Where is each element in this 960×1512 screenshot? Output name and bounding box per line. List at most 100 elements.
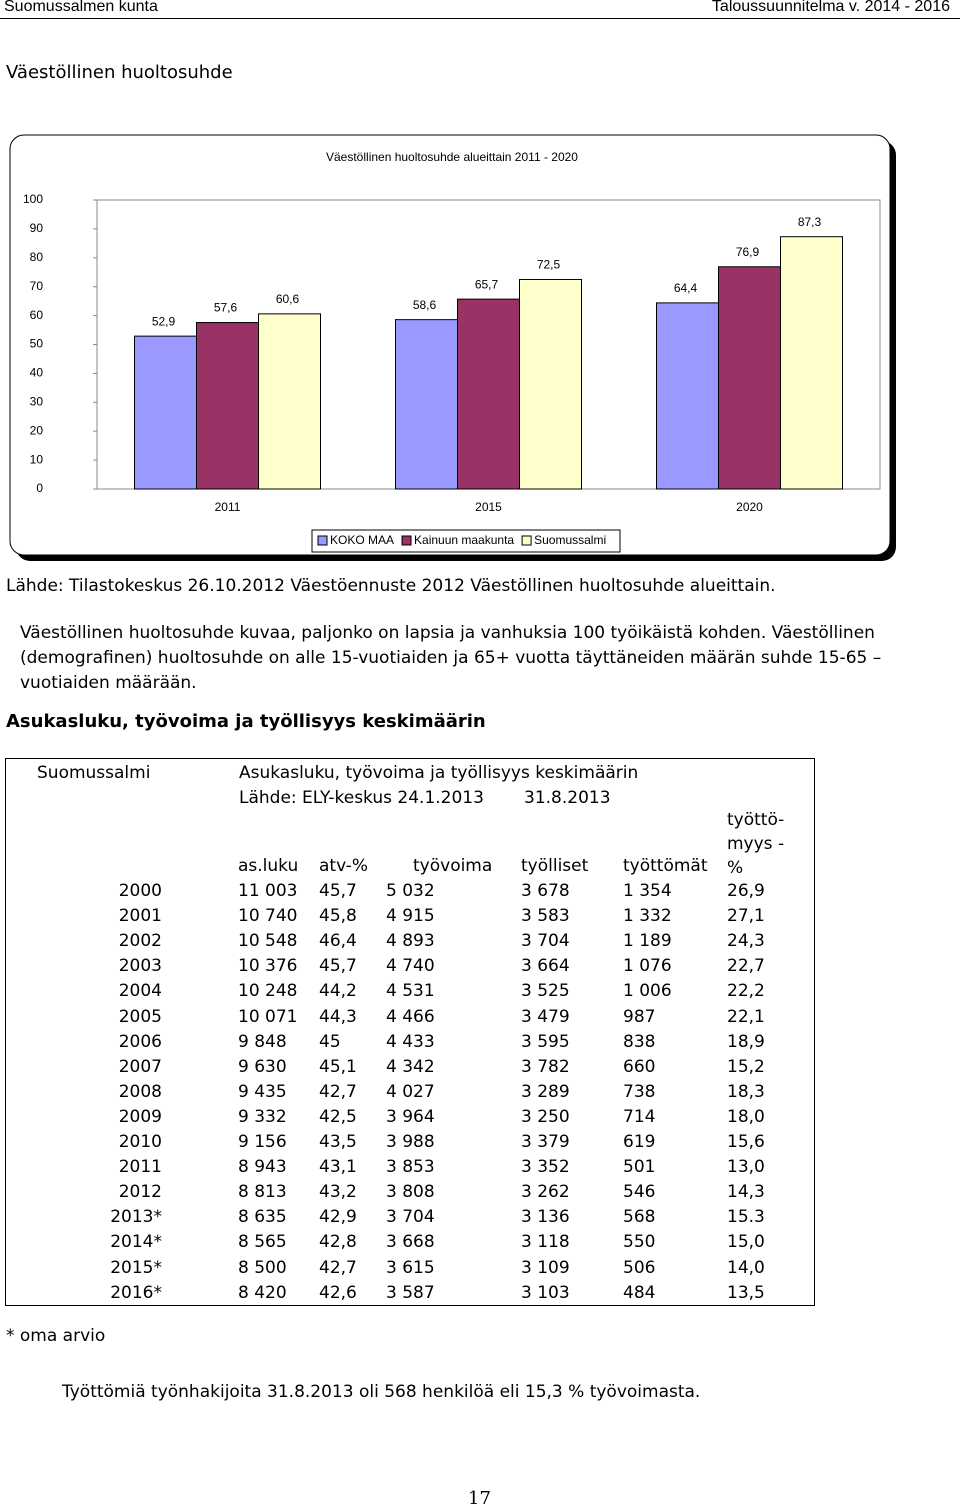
legend-box — [311, 529, 621, 553]
table-cell: 10 740 — [238, 906, 298, 927]
y-tick-label: 100 — [23, 192, 43, 206]
table-cell: 3 479 — [521, 1006, 570, 1027]
table-cell: 42,5 — [319, 1106, 357, 1127]
table-cell: 3 595 — [521, 1031, 570, 1052]
table-cell: 4 531 — [386, 981, 435, 1002]
table-cell: 8 500 — [238, 1257, 287, 1278]
table-cell: 3 587 — [386, 1282, 435, 1303]
column-header: työvoima — [413, 856, 493, 876]
table-cell: 3 615 — [386, 1257, 435, 1278]
table-cell: 15,2 — [727, 1056, 765, 1077]
table-cell: 9 332 — [238, 1106, 287, 1127]
column-header: atv-% — [319, 856, 368, 876]
table-cell: 4 433 — [386, 1031, 435, 1052]
row-year: 2012 — [118, 1182, 162, 1203]
table-cell: 18,9 — [727, 1031, 765, 1052]
source: Lähde: Tilastokeskus 26.10.2012 Väestöen… — [6, 576, 776, 596]
table-cell: 1 076 — [623, 956, 672, 977]
value-label: 72,5 — [537, 258, 561, 272]
table-cell: 3 352 — [521, 1157, 570, 1178]
row-year: 2008 — [118, 1081, 162, 1102]
note: Työttömiä työnhakijoita 31.8.2013 oli 56… — [62, 1382, 701, 1402]
table-cell: 501 — [623, 1157, 656, 1178]
table-cell: 3 782 — [521, 1056, 570, 1077]
value-label: 60,6 — [276, 292, 300, 306]
table-cell: 4 466 — [386, 1006, 435, 1027]
table-cell: 3 988 — [386, 1132, 435, 1152]
table-cell: 18,3 — [727, 1081, 765, 1102]
table-date: 31.8.2013 — [524, 788, 611, 808]
column-header: työttö-myys - % — [727, 810, 785, 878]
table-cell: 46,4 — [319, 931, 357, 952]
row-year: 2007 — [118, 1056, 162, 1077]
table: Suomussalmi Asukasluku, työvoima ja työll… — [5, 758, 815, 1306]
table-cell: 3 664 — [521, 956, 570, 977]
table-cell: 22,1 — [727, 1006, 765, 1027]
bar — [457, 298, 520, 490]
table-cell: 3 379 — [521, 1132, 570, 1152]
y-tick-label: 70 — [30, 279, 44, 293]
table-cell: 42,7 — [319, 1081, 357, 1102]
table-cell: 42,9 — [319, 1207, 357, 1228]
row-year: 2011 — [118, 1157, 162, 1178]
table-cell: 9 156 — [238, 1132, 287, 1152]
heading2: Asukasluku, työvoima ja työllisyys keski… — [6, 711, 486, 732]
table-cell: 15.3 — [727, 1207, 765, 1228]
table-cell: 42,8 — [319, 1232, 357, 1253]
column-header: työttömät — [623, 856, 708, 876]
table-cell: 45,7 — [319, 881, 357, 901]
table-cell: 3 704 — [521, 931, 570, 952]
table-cell: 8 420 — [238, 1282, 287, 1303]
bar — [258, 313, 321, 490]
value-label: 76,9 — [736, 245, 760, 259]
table-cell: 1 006 — [623, 981, 672, 1002]
y-tick-label: 20 — [30, 423, 44, 437]
y-tick-label: 60 — [30, 308, 44, 322]
table-cell: 22,7 — [727, 956, 765, 977]
header-left: Suomussalmen kunta — [4, 0, 158, 15]
table-cell: 26,9 — [727, 881, 765, 901]
legend-swatch — [521, 535, 532, 546]
table-cell: 42,6 — [319, 1282, 357, 1303]
table-cell: 3 262 — [521, 1182, 570, 1203]
table-cell: 45,7 — [319, 956, 357, 977]
table-cell: 546 — [623, 1182, 656, 1203]
table-cell: 4 342 — [386, 1056, 435, 1077]
row-year: 2009 — [118, 1106, 162, 1127]
table-cell: 9 630 — [238, 1056, 287, 1077]
y-tick-label: 40 — [30, 366, 44, 380]
table-cell: 3 853 — [386, 1157, 435, 1178]
table-cell: 3 678 — [521, 881, 570, 901]
y-tick-label: 80 — [30, 250, 44, 264]
table-place: Suomussalmi — [37, 763, 151, 783]
table-cell: 714 — [623, 1106, 656, 1127]
table-cell: 1 354 — [623, 881, 672, 901]
column-header: as.luku — [238, 856, 299, 876]
row-year: 2003 — [118, 956, 162, 977]
table-cell: 987 — [623, 1006, 656, 1027]
value-label: 57,6 — [214, 301, 238, 315]
table-title: Asukasluku, työvoima ja työllisyys keski… — [239, 763, 639, 783]
table-cell: 10 071 — [238, 1006, 298, 1027]
y-tick-label: 10 — [30, 452, 44, 466]
value-label: 64,4 — [674, 281, 698, 295]
table-cell: 13,5 — [727, 1282, 765, 1303]
table-cell: 4 893 — [386, 931, 435, 952]
value-label: 65,7 — [475, 277, 499, 291]
row-year: 2004 — [118, 981, 162, 1002]
legend-swatch — [317, 535, 328, 546]
table-cell: 3 704 — [386, 1207, 435, 1228]
y-tick-label: 0 — [36, 481, 43, 495]
page-number: 17 — [468, 1488, 491, 1509]
table-cell: 3 109 — [521, 1257, 570, 1278]
row-year: 2006 — [118, 1031, 162, 1052]
table-cell: 568 — [623, 1207, 656, 1228]
table-cell: 3 808 — [386, 1182, 435, 1203]
chart: Väestöllinen huoltosuhde alueittain 2011… — [9, 134, 896, 561]
bar — [196, 322, 259, 490]
row-year: 2014* — [110, 1232, 162, 1253]
legend-label: Suomussalmi — [534, 533, 606, 547]
table-cell: 15,0 — [727, 1232, 765, 1253]
table-cell: 484 — [623, 1282, 656, 1303]
